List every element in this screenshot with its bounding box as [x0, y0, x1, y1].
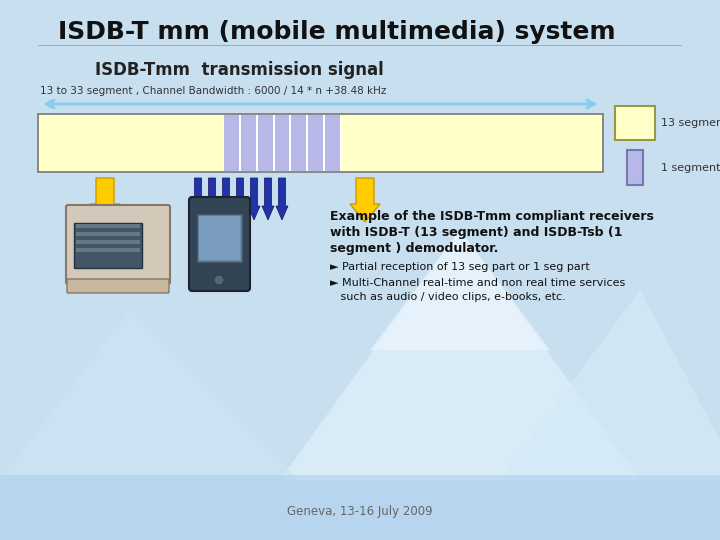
Text: ISDB-Tmm  transmission signal: ISDB-Tmm transmission signal	[95, 61, 384, 79]
FancyArrow shape	[248, 178, 260, 220]
Bar	[0, 475, 720, 540]
Bar	[76, 232, 140, 236]
Text: 13 segment part: 13 segment part	[661, 118, 720, 128]
Polygon shape	[370, 230, 550, 350]
Text: Geneva, 13-16 July 2009: Geneva, 13-16 July 2009	[287, 505, 433, 518]
Text: with ISDB-T (13 segment) and ISDB-Tsb (1: with ISDB-T (13 segment) and ISDB-Tsb (1	[330, 226, 623, 239]
Bar	[292, 115, 306, 171]
Bar	[76, 224, 140, 228]
Bar	[197, 214, 242, 262]
FancyArrow shape	[206, 178, 218, 220]
Text: ► Partial reception of 13 seg part or 1 seg part: ► Partial reception of 13 seg part or 1 …	[330, 262, 590, 272]
Bar	[224, 115, 239, 171]
Bar	[76, 248, 140, 252]
Text: 1 segment part: 1 segment part	[661, 163, 720, 173]
Bar	[325, 115, 340, 171]
Text: ISDB-T mm (mobile multimedia) system: ISDB-T mm (mobile multimedia) system	[58, 20, 616, 44]
Text: Example of the ISDB-Tmm compliant receivers: Example of the ISDB-Tmm compliant receiv…	[330, 210, 654, 223]
Bar	[308, 115, 323, 171]
FancyArrow shape	[192, 178, 204, 220]
FancyBboxPatch shape	[66, 205, 170, 284]
Polygon shape	[280, 230, 640, 480]
Bar	[341, 115, 602, 171]
Bar	[627, 150, 643, 185]
Bar	[274, 115, 289, 171]
Text: segment ) demodulator.: segment ) demodulator.	[330, 242, 498, 255]
Bar	[258, 115, 273, 171]
Polygon shape	[0, 310, 300, 480]
Bar	[223, 115, 341, 171]
FancyArrow shape	[262, 178, 274, 220]
FancyBboxPatch shape	[67, 279, 169, 293]
FancyArrow shape	[350, 178, 380, 222]
Text: 13 to 33 segment , Channel Bandwidth : 6000 / 14 * n +38.48 kHz: 13 to 33 segment , Channel Bandwidth : 6…	[40, 86, 387, 96]
Bar	[241, 115, 256, 171]
Bar	[74, 223, 142, 268]
FancyArrow shape	[90, 178, 120, 222]
FancyBboxPatch shape	[189, 197, 250, 291]
Polygon shape	[500, 290, 720, 480]
Bar	[199, 216, 240, 260]
FancyArrow shape	[220, 178, 232, 220]
Circle shape	[214, 275, 224, 285]
Bar	[76, 240, 140, 244]
Text: such as audio / video clips, e-books, etc.: such as audio / video clips, e-books, et…	[330, 292, 566, 302]
Bar	[615, 106, 655, 140]
Bar	[38, 114, 603, 172]
FancyArrow shape	[234, 178, 246, 220]
Text: ► Multi-Channel real-time and non real time services: ► Multi-Channel real-time and non real t…	[330, 278, 625, 288]
Bar	[38, 44, 682, 46]
FancyArrow shape	[276, 178, 288, 220]
